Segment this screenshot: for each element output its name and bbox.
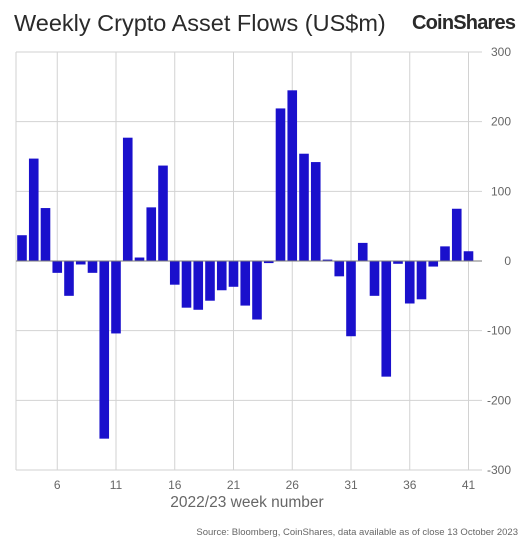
x-tick-label: 41 — [462, 478, 476, 492]
bar-week-9 — [87, 261, 98, 273]
bar-week-39 — [440, 246, 450, 261]
bar-week-37 — [416, 261, 427, 300]
x-axis-ticks: 6 11 16 21 26 31 36 41 — [54, 478, 476, 492]
y-tick-label: 100 — [491, 184, 511, 198]
bar-week-30 — [334, 261, 345, 277]
bar-week-14 — [146, 207, 157, 261]
bar-week-35 — [393, 261, 403, 264]
bar-week-23 — [252, 261, 262, 320]
source-note: Source: Bloomberg, CoinShares, data avai… — [196, 527, 518, 538]
bars — [17, 90, 474, 439]
bar-week-25 — [275, 108, 286, 262]
y-axis-ticks: -300 -200 -100 0 100 200 300 — [487, 45, 511, 477]
coinshares-logo: CoinShares — [412, 12, 516, 34]
y-tick-label: 0 — [504, 254, 511, 268]
bar-week-15 — [158, 165, 168, 261]
bar-week-27 — [299, 153, 309, 261]
bar-week-33 — [369, 261, 380, 296]
bar-week-3 — [17, 235, 27, 261]
bar-week-17 — [181, 261, 192, 308]
bar-week-32 — [357, 242, 368, 261]
y-tick-label: 200 — [491, 115, 511, 129]
y-tick-label: -100 — [487, 324, 511, 338]
bar-week-12 — [122, 137, 133, 261]
y-tick-label: -300 — [487, 463, 511, 477]
bar-week-8 — [75, 261, 86, 265]
y-tick-label: 300 — [491, 45, 511, 59]
x-tick-label: 6 — [54, 478, 61, 492]
x-tick-label: 36 — [403, 478, 417, 492]
bar-week-4 — [28, 158, 39, 261]
bar-week-40 — [451, 208, 462, 261]
bar-week-22 — [240, 261, 251, 306]
bar-week-18 — [193, 261, 204, 310]
bar-week-11 — [111, 261, 121, 334]
bar-week-21 — [228, 261, 239, 287]
bar-week-38 — [428, 261, 439, 267]
x-tick-label: 26 — [286, 478, 300, 492]
bar-week-5 — [40, 208, 51, 261]
bar-week-10 — [99, 261, 110, 439]
grid-lines — [15, 51, 482, 471]
bar-week-16 — [169, 261, 180, 285]
x-tick-label: 31 — [344, 478, 358, 492]
bar-week-13 — [134, 257, 145, 261]
bar-week-31 — [346, 261, 356, 337]
chart-title: Weekly Crypto Asset Flows (US$m) — [14, 10, 386, 36]
x-axis-title: 2022/23 week number — [170, 494, 324, 511]
bar-week-36 — [404, 261, 415, 304]
x-tick-label: 11 — [110, 478, 123, 492]
bar-week-28 — [310, 162, 321, 261]
bar-week-24 — [263, 261, 274, 264]
bar-week-29 — [322, 259, 333, 261]
bar-week-7 — [64, 261, 74, 296]
x-tick-label: 21 — [227, 478, 241, 492]
bar-week-20 — [216, 261, 227, 291]
bar-week-41 — [463, 251, 474, 261]
bar-week-26 — [287, 90, 298, 261]
y-tick-label: -200 — [487, 393, 511, 407]
bar-week-34 — [381, 261, 392, 377]
bar-week-19 — [205, 261, 215, 301]
bar-week-6 — [52, 261, 63, 273]
x-tick-label: 16 — [168, 478, 182, 492]
